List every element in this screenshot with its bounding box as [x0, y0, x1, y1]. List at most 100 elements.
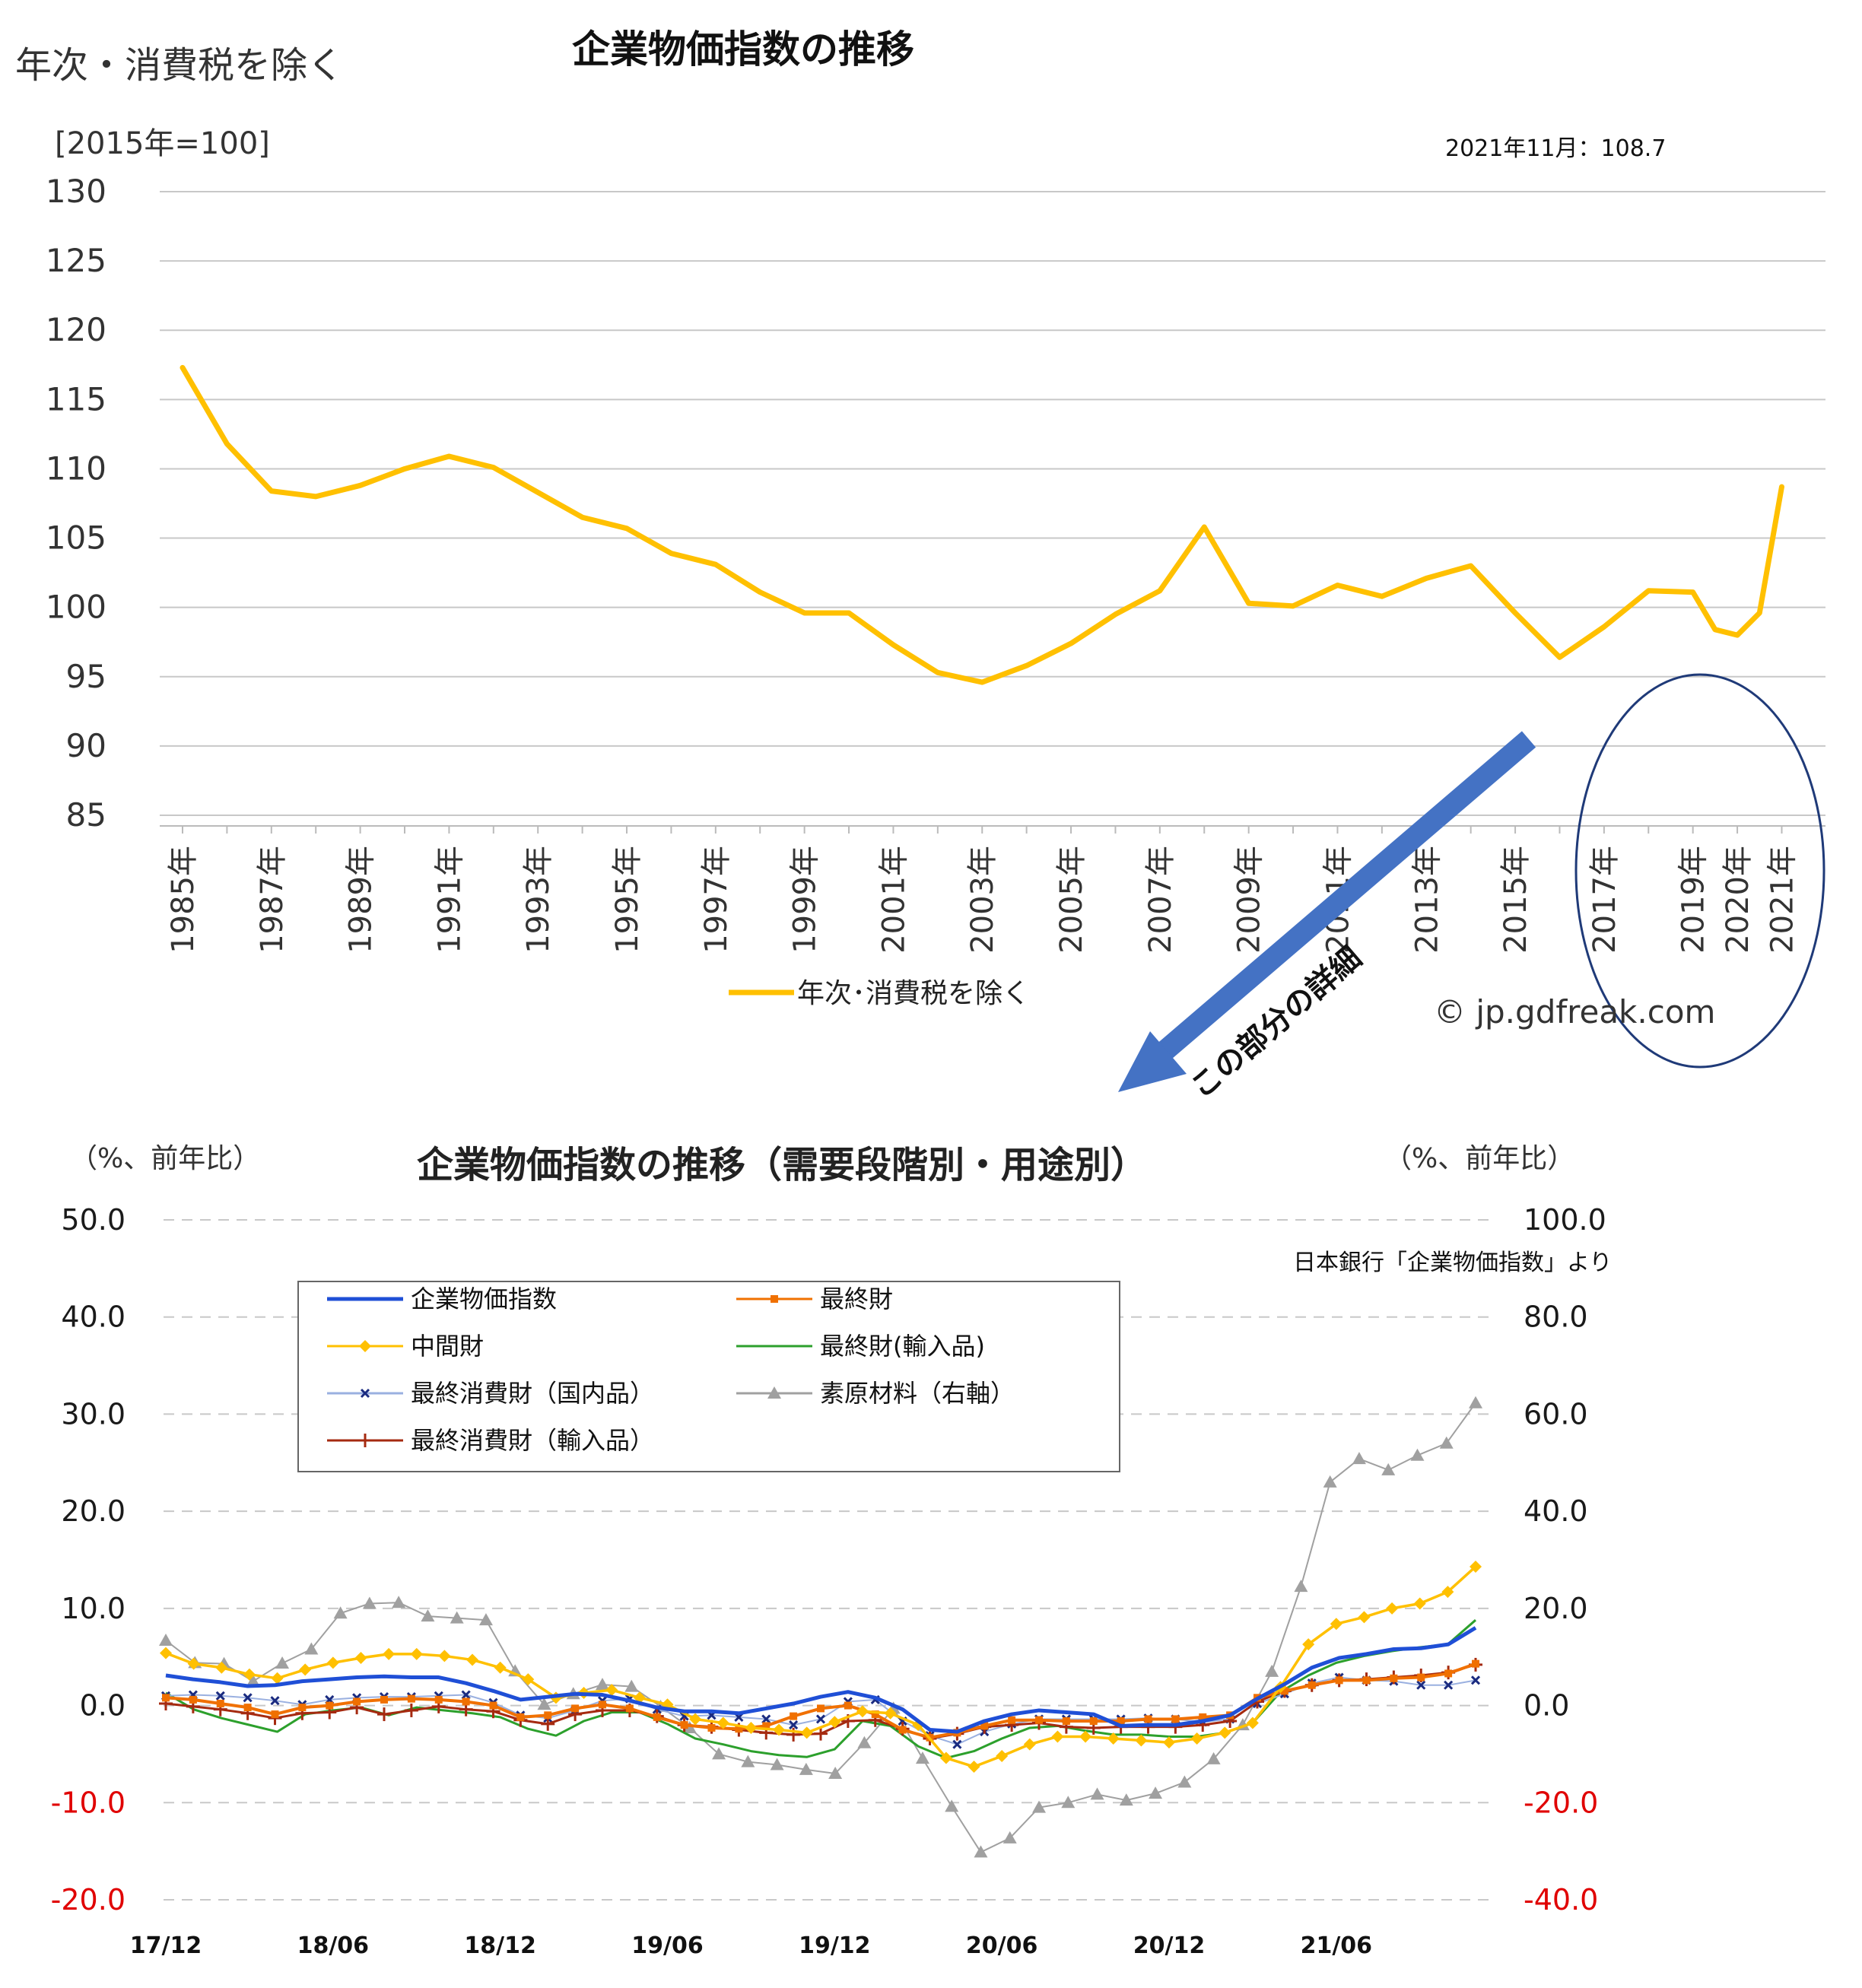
marker-triangle — [1410, 1448, 1425, 1461]
top-x-tick-label: 2009年 — [1232, 846, 1267, 954]
marker-triangle — [537, 1697, 551, 1710]
marker-square — [326, 1701, 334, 1710]
series-中間財 — [160, 1560, 1482, 1774]
marker-diamond — [1386, 1602, 1399, 1615]
legend-label: 最終消費財（国内品） — [411, 1379, 654, 1408]
top-x-tick-label: 2021年 — [1765, 846, 1800, 954]
marker-square — [243, 1704, 252, 1712]
marker-diamond — [745, 1721, 758, 1734]
bottom-chart-left-unit: （%、前年比） — [70, 1143, 260, 1174]
top-chart-series — [180, 364, 1784, 685]
marker-square — [298, 1704, 307, 1712]
bottom-right-y-tick-label: 60.0 — [1524, 1397, 1588, 1431]
marker-x — [360, 1388, 370, 1399]
legend-item: 企業物価指数 — [327, 1285, 557, 1313]
marker-square — [516, 1713, 525, 1721]
marker-diamond — [605, 1684, 618, 1697]
marker-diamond — [1470, 1560, 1482, 1573]
marker-diamond — [800, 1726, 813, 1739]
marker-square — [1417, 1673, 1425, 1682]
bottom-chart-series — [159, 1396, 1482, 1858]
top-chart-legend-label: 年次･消費税を除く — [797, 978, 1030, 1009]
legend-item: 最終財(輸入品) — [736, 1332, 985, 1361]
marker-triangle — [1352, 1452, 1366, 1465]
bottom-right-y-tick-label: 0.0 — [1524, 1689, 1569, 1723]
marker-triangle — [450, 1611, 464, 1624]
marker-triangle — [945, 1799, 959, 1812]
marker-diamond — [187, 1657, 200, 1670]
top-x-tick-label: 2017年 — [1587, 846, 1622, 954]
marker-diamond — [271, 1672, 284, 1685]
series-line — [165, 1626, 1477, 1734]
marker-square — [790, 1712, 798, 1720]
marker-diamond — [299, 1663, 312, 1676]
marker-diamond — [1330, 1618, 1342, 1631]
top-chart-y-ticks: 85 90 95 100 105 110 115 120 125 130 — [46, 173, 106, 834]
marker-triangle — [828, 1766, 843, 1779]
legend-item: 最終消費財（国内品） — [327, 1379, 654, 1408]
marker-triangle — [1119, 1793, 1133, 1806]
bottom-left-y-tick-label: 10.0 — [61, 1592, 126, 1625]
marker-diamond — [828, 1716, 841, 1729]
legend-label: 企業物価指数 — [411, 1285, 557, 1313]
bottom-left-y-tick-label: 40.0 — [61, 1300, 126, 1334]
marker-square — [216, 1700, 224, 1708]
marker-triangle — [1177, 1775, 1192, 1788]
marker-triangle — [712, 1747, 726, 1760]
bottom-chart-right-y-ticks: -40.0 -20.0 0.0 20.0 40.0 60.0 80.0 100.0 — [1524, 1203, 1606, 1917]
marker-triangle — [1061, 1796, 1076, 1809]
bottom-right-y-tick-label: 20.0 — [1524, 1592, 1588, 1625]
marker-square — [599, 1701, 606, 1709]
top-y-tick-label: 100 — [46, 589, 106, 626]
detail-arrow-shaft — [1156, 731, 1536, 1060]
marker-triangle — [1294, 1580, 1308, 1593]
marker-diamond — [1441, 1586, 1454, 1599]
top-y-tick-label: 95 — [66, 658, 106, 695]
marker-triangle — [333, 1606, 348, 1619]
marker-triangle — [974, 1845, 988, 1858]
bottom-chart-right-unit: （%、前年比） — [1384, 1143, 1574, 1174]
bottom-x-tick-label: 19/06 — [631, 1932, 703, 1959]
marker-triangle — [1032, 1800, 1046, 1813]
marker-x — [215, 1691, 225, 1701]
bottom-left-y-tick-label: 0.0 — [80, 1689, 126, 1723]
legend-label: 最終財(輸入品) — [820, 1332, 985, 1361]
marker-x — [1444, 1680, 1454, 1690]
bottom-left-y-tick-label: -20.0 — [51, 1883, 126, 1917]
marker-square — [771, 1295, 778, 1303]
highlight-ellipse — [1574, 673, 1825, 1069]
bottom-left-y-tick-label: 50.0 — [61, 1203, 126, 1237]
top-x-tick-label: 1995年 — [610, 846, 645, 954]
marker-triangle — [915, 1751, 929, 1764]
marker-square — [898, 1726, 907, 1734]
marker-square — [1308, 1681, 1316, 1689]
marker-square — [544, 1711, 552, 1720]
marker-diamond — [856, 1705, 869, 1718]
legend-item: 中間財 — [327, 1332, 484, 1361]
bottom-x-tick-label: 18/12 — [464, 1932, 535, 1959]
marker-diamond — [1079, 1730, 1092, 1743]
top-x-tick-label: 2005年 — [1054, 846, 1089, 954]
marker-triangle — [624, 1679, 639, 1692]
marker-x — [461, 1690, 471, 1700]
top-x-tick-label: 1985年 — [166, 846, 201, 954]
marker-square — [1089, 1717, 1098, 1726]
marker-square — [817, 1704, 825, 1713]
marker-diamond — [160, 1647, 172, 1659]
bottom-left-y-tick-label: 30.0 — [61, 1397, 126, 1431]
legend-label: 素原材料（右軸） — [820, 1379, 1015, 1408]
top-y-tick-label: 90 — [66, 727, 106, 764]
marker-x — [243, 1693, 253, 1703]
marker-triangle — [1469, 1396, 1482, 1408]
marker-square — [571, 1704, 580, 1713]
marker-triangle — [421, 1609, 435, 1622]
marker-diamond — [1219, 1726, 1231, 1739]
legend-box — [297, 1281, 1120, 1472]
marker-diamond — [1023, 1738, 1036, 1751]
marker-diamond — [1135, 1734, 1148, 1747]
marker-square — [1199, 1713, 1207, 1721]
marker-square — [434, 1695, 443, 1704]
marker-triangle — [770, 1758, 784, 1770]
marker-x — [952, 1739, 962, 1749]
